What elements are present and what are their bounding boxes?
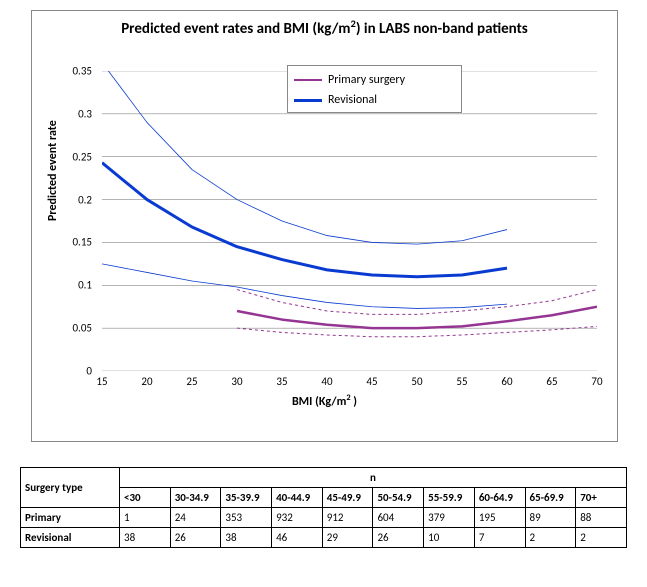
y-tick-label: 0.25: [52, 150, 92, 163]
table-cell: 912: [322, 508, 373, 528]
table-header-row-1: Surgery type n: [21, 468, 627, 488]
y-tick-label: 0.15: [52, 236, 92, 249]
data-table: Surgery type n <3030-34.935-39.940-44.94…: [20, 467, 627, 548]
x-tick-label: 30: [231, 375, 242, 388]
table-bin-header: 70+: [576, 488, 627, 508]
x-tick-label: 15: [96, 375, 107, 388]
data-table-wrap: Surgery type n <3030-34.935-39.940-44.94…: [20, 467, 627, 548]
x-tick-label: 20: [141, 375, 152, 388]
table-cell: 89: [525, 508, 576, 528]
x-tick-label: 55: [456, 375, 467, 388]
table-cell: 26: [373, 528, 424, 548]
table-cell: 7: [474, 528, 525, 548]
x-tick-label: 60: [501, 375, 512, 388]
x-tick-label: 65: [546, 375, 557, 388]
table-bin-header: 60-64.9: [474, 488, 525, 508]
legend-label-revisional: Revisional: [328, 93, 377, 107]
x-tick-label: 40: [321, 375, 332, 388]
table-bin-header: 45-49.9: [322, 488, 373, 508]
table-header-n: n: [120, 468, 627, 488]
chart-container: Predicted event rates and BMI (kg/m2) in…: [31, 10, 618, 442]
table-bin-header: 40-44.9: [272, 488, 323, 508]
series-line: [102, 264, 507, 309]
y-tick-label: 0: [52, 365, 92, 378]
table-cell: 195: [474, 508, 525, 528]
table-bin-header: 30-34.9: [170, 488, 221, 508]
legend: Primary surgery Revisional: [287, 65, 462, 113]
table-row-label: Primary: [21, 508, 120, 528]
plot-area: [102, 71, 597, 371]
page-root: Predicted event rates and BMI (kg/m2) in…: [0, 0, 647, 587]
table-bin-header: 35-39.9: [221, 488, 272, 508]
table-cell: 379: [424, 508, 475, 528]
table-cell: 932: [272, 508, 323, 528]
table-bin-header: 55-59.9: [424, 488, 475, 508]
y-tick-label: 0.05: [52, 322, 92, 335]
table-header-surgery: Surgery type: [21, 468, 120, 508]
series-line: [237, 307, 597, 328]
y-tick-label: 0.35: [52, 65, 92, 78]
legend-entry-revisional: Revisional: [294, 90, 455, 110]
table-cell: 29: [322, 528, 373, 548]
table-cell: 1: [120, 508, 171, 528]
table-cell: 38: [120, 528, 171, 548]
table-bin-header: 50-54.9: [373, 488, 424, 508]
x-tick-label: 35: [276, 375, 287, 388]
x-tick-label: 25: [186, 375, 197, 388]
table-cell: 604: [373, 508, 424, 528]
x-tick-label: 70: [591, 375, 602, 388]
series-line: [237, 290, 597, 315]
y-tick-label: 0.1: [52, 279, 92, 292]
table-row: Revisional38263846292610722: [21, 528, 627, 548]
legend-entry-primary: Primary surgery: [294, 70, 455, 90]
legend-swatch-revisional: [294, 99, 322, 102]
table-cell: 2: [525, 528, 576, 548]
table-row: Primary1243539329126043791958988: [21, 508, 627, 528]
y-tick-label: 0.3: [52, 107, 92, 120]
series-line: [102, 163, 507, 277]
table-cell: 353: [221, 508, 272, 528]
table-bin-header: 65-69.9: [525, 488, 576, 508]
y-tick-label: 0.2: [52, 193, 92, 206]
plot-svg: [102, 71, 597, 371]
table-row-label: Revisional: [21, 528, 120, 548]
table-cell: 24: [170, 508, 221, 528]
x-tick-label: 50: [411, 375, 422, 388]
legend-swatch-primary: [294, 79, 322, 81]
legend-label-primary: Primary surgery: [328, 73, 405, 87]
x-tick-label: 45: [366, 375, 377, 388]
table-cell: 46: [272, 528, 323, 548]
table-cell: 38: [221, 528, 272, 548]
table-cell: 10: [424, 528, 475, 548]
chart-title: Predicted event rates and BMI (kg/m2) in…: [32, 17, 617, 39]
table-cell: 88: [576, 508, 627, 528]
table-cell: 2: [576, 528, 627, 548]
table-cell: 26: [170, 528, 221, 548]
x-axis-label: BMI (Kg/m2 ): [32, 393, 617, 409]
table-bin-header: <30: [120, 488, 171, 508]
